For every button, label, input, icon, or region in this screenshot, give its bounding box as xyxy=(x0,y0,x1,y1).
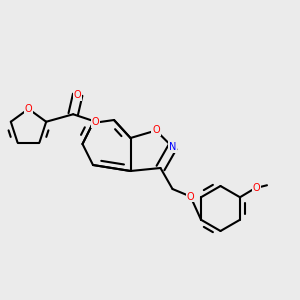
Text: O: O xyxy=(25,104,32,114)
Text: O: O xyxy=(187,191,194,202)
Text: O: O xyxy=(74,90,82,100)
Text: O: O xyxy=(152,125,160,136)
Text: N: N xyxy=(169,142,176,152)
Text: O: O xyxy=(92,117,100,127)
Text: O: O xyxy=(253,183,260,193)
